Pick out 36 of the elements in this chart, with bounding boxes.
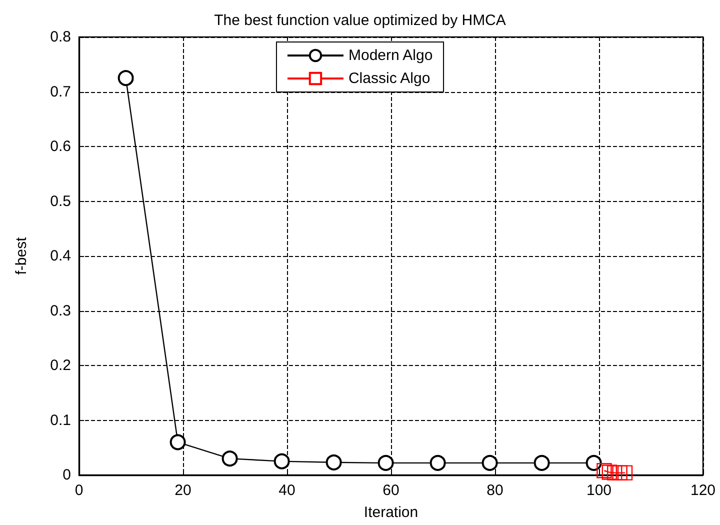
chart-title: The best function value optimized by HMCA	[214, 12, 506, 29]
y-tick-label: 0	[62, 466, 71, 484]
x-axis-title: Iteration	[364, 504, 418, 521]
point	[326, 454, 342, 470]
y-tick-label: 0.7	[50, 83, 71, 100]
point	[617, 465, 633, 480]
point	[222, 450, 238, 467]
y-tick-label: 0.3	[50, 302, 71, 320]
point	[607, 465, 622, 480]
x-tick-label: 120	[690, 482, 716, 499]
y-tick-label: 0.1	[50, 412, 71, 429]
point	[602, 464, 617, 480]
point	[118, 70, 134, 86]
legend-label: Modern Algo	[348, 47, 433, 64]
x-tick-label: 60	[382, 482, 400, 499]
point	[274, 453, 290, 470]
point	[596, 463, 612, 478]
x-tick-label: 20	[174, 482, 192, 499]
x-tick-label: 80	[486, 482, 504, 499]
y-tick-label: 0.4	[50, 248, 71, 264]
point	[534, 454, 550, 471]
point	[482, 454, 498, 471]
y-tick-label: 0.8	[50, 28, 71, 46]
point	[378, 454, 394, 471]
y-tick-label: 0.2	[50, 357, 71, 374]
point	[586, 454, 602, 471]
y-axis-title: f-best	[13, 236, 30, 275]
point	[170, 434, 186, 450]
point	[430, 454, 446, 471]
x-tick-label: 100	[586, 482, 612, 499]
legend-label: Classic Algo	[348, 70, 430, 87]
y-tick-label: 0.5	[50, 192, 71, 210]
x-tick-label: 40	[278, 482, 296, 499]
y-tick-label: 0.6	[50, 138, 71, 155]
x-tick-label: 0	[74, 482, 84, 499]
point	[612, 465, 628, 480]
